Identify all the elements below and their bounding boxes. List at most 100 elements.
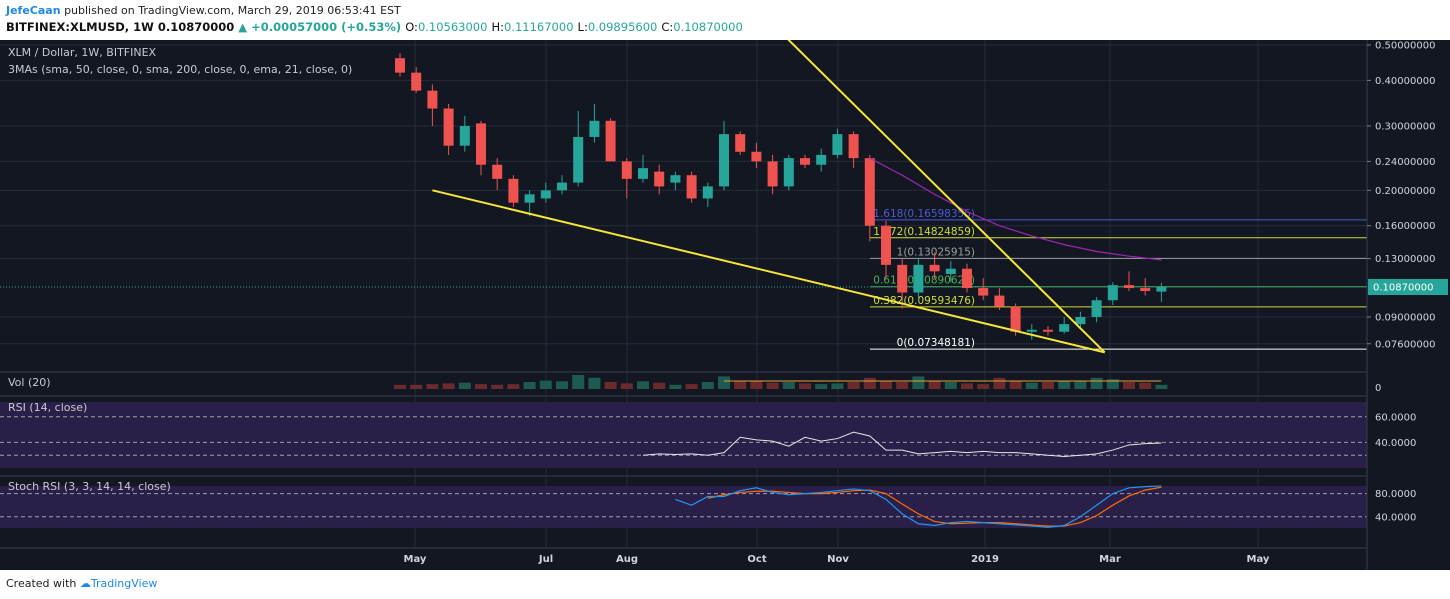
open-label: O: — [405, 20, 418, 34]
trendline — [432, 189, 1105, 354]
candle-body — [589, 120, 600, 137]
price-tick-label: 0.16000000 — [1375, 221, 1435, 232]
price-axis[interactable]: 0.50000000 0.40000000 0.30000000 0.24000000… — [1366, 40, 1450, 570]
publish-line: JefeCaan published on TradingView.com, M… — [6, 4, 401, 17]
candle-body — [1091, 300, 1102, 317]
volume-bar — [815, 384, 828, 389]
volume-bar — [426, 384, 439, 389]
candle-body — [1059, 324, 1070, 332]
fib-levels: 1.618(0.16598355) 1.272(0.14824859) 1(0.13… — [0, 208, 1367, 350]
stoch-pane — [0, 485, 1367, 528]
fib-level-label: 0.382(0.09593476) — [873, 295, 975, 307]
candle-body — [1156, 287, 1167, 292]
stoch-band — [0, 486, 1367, 528]
candle-body — [540, 190, 551, 199]
volume-bar — [928, 380, 941, 389]
candle-body — [994, 295, 1005, 307]
candle-body — [1026, 329, 1037, 332]
stoch-k-line — [675, 485, 1162, 528]
time-tick-label: Oct — [747, 554, 766, 565]
volume-bar — [620, 383, 633, 389]
candle-body — [719, 134, 729, 187]
volume-bar — [766, 382, 779, 389]
price-tick-label: 0.50000000 — [1375, 41, 1435, 52]
candle-body — [881, 225, 891, 265]
candle-body — [897, 264, 908, 293]
volume-bar — [539, 380, 552, 389]
candle-body — [767, 161, 778, 187]
volume-bar — [734, 380, 747, 389]
volume-pane — [394, 375, 1168, 389]
volume-bar — [863, 377, 876, 389]
low-value: 0.09895600 — [587, 20, 658, 34]
candle-body — [492, 164, 503, 179]
candle-body — [524, 194, 535, 203]
chart-header: JefeCaan published on TradingView.com, M… — [0, 0, 1450, 40]
price-tick-label: 0.20000000 — [1375, 186, 1435, 197]
price-tick-label: 0.07600000 — [1375, 339, 1435, 350]
time-tick-label: May — [1247, 554, 1270, 565]
candle-body — [1107, 285, 1118, 301]
rsi-band — [0, 402, 1367, 468]
fib-level-label: 0.618(0.10890621) — [873, 275, 975, 287]
candle-body — [508, 178, 519, 203]
last-price-label: 0.10870000 — [1373, 283, 1433, 294]
candle-body — [476, 123, 486, 165]
last-price-badge — [1368, 279, 1448, 296]
volume-bar — [880, 380, 892, 389]
ma-line — [869, 157, 1162, 261]
chart-canvas[interactable]: 1.618(0.16598355) 1.272(0.14824859) 1(0.13… — [0, 40, 1450, 570]
price-tick-label: 0.13000000 — [1375, 254, 1435, 265]
candle-body — [1043, 329, 1053, 332]
volume-bar — [491, 384, 504, 389]
high-label: H: — [491, 20, 504, 34]
price-axis-background — [1367, 40, 1450, 570]
candle-body — [962, 268, 972, 289]
chart-title: XLM / Dollar, 1W, BITFINEX — [8, 46, 157, 59]
author-name[interactable]: JefeCaan — [6, 4, 61, 17]
volume-bar — [604, 382, 617, 389]
fib-level-label: 1(0.13025915) — [897, 246, 975, 258]
close-value: 0.10870000 — [673, 20, 743, 34]
price-tick-label: 0.40000000 — [1375, 76, 1435, 87]
rsi-line — [642, 431, 1162, 457]
volume-bar — [1009, 380, 1022, 389]
price-tick-label: 0.24000000 — [1375, 157, 1435, 168]
candle-body — [411, 72, 422, 91]
publish-text: published on TradingView.com, March 29, … — [64, 4, 401, 17]
rsi-tick-label: 60.0000 — [1375, 412, 1416, 423]
low-label: L: — [577, 20, 588, 34]
volume-bar — [1106, 379, 1119, 389]
volume-bar — [718, 376, 730, 389]
volume-bar — [1090, 377, 1103, 389]
volume-bar — [572, 375, 585, 389]
last-price: 0.10870000 — [157, 20, 235, 34]
time-tick-label: Jul — [538, 554, 553, 565]
overlay-lines — [432, 40, 1162, 354]
stoch-d-line — [707, 486, 1162, 527]
volume-bar — [1042, 382, 1054, 389]
candle-body — [783, 158, 794, 187]
candle-body — [735, 134, 746, 152]
volume-bar — [993, 377, 1006, 389]
candle-body — [654, 171, 665, 187]
candle-body — [816, 154, 827, 165]
time-axis[interactable]: May Jul Aug Oct Nov 2019 Mar May — [404, 554, 1270, 565]
volume-bar — [961, 383, 973, 389]
volume-bar — [394, 384, 406, 389]
high-value: 0.11167000 — [504, 20, 574, 34]
chart-area[interactable]: 1.618(0.16598355) 1.272(0.14824859) 1(0.13… — [0, 40, 1450, 570]
volume-bar — [701, 382, 714, 389]
candle-body — [1010, 306, 1021, 332]
trendline — [787, 40, 1106, 354]
volume-bar — [1155, 384, 1168, 389]
candle-body — [443, 108, 454, 146]
time-tick-label: Nov — [827, 554, 849, 565]
candle-body — [800, 158, 810, 165]
candle-body — [427, 90, 438, 109]
candles — [395, 53, 1167, 340]
tradingview-brand[interactable]: TradingView — [90, 577, 158, 590]
price-tick-label: 0.30000000 — [1375, 122, 1435, 133]
volume-bar — [507, 384, 520, 389]
stoch-tick-label: 40.0000 — [1375, 512, 1416, 523]
